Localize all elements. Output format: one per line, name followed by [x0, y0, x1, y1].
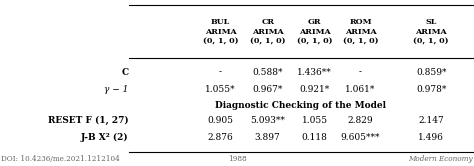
- Text: GR
ARIMA
(0, 1, 0): GR ARIMA (0, 1, 0): [297, 18, 332, 46]
- Text: 1.055: 1.055: [301, 116, 328, 125]
- Text: DOI: 10.4236/me.2021.1212104: DOI: 10.4236/me.2021.1212104: [1, 155, 120, 163]
- Text: CR
ARIMA
(0, 1, 0): CR ARIMA (0, 1, 0): [250, 18, 285, 46]
- Text: J-B X² (2): J-B X² (2): [81, 133, 128, 142]
- Text: RESET F (1, 27): RESET F (1, 27): [48, 116, 128, 125]
- Text: 0.588*: 0.588*: [252, 68, 283, 77]
- Text: 0.978*: 0.978*: [416, 85, 447, 94]
- Text: 1.496: 1.496: [418, 133, 444, 142]
- Text: 5.093**: 5.093**: [250, 116, 285, 125]
- Text: Modern Economy: Modern Economy: [408, 155, 473, 163]
- Text: 0.967*: 0.967*: [253, 85, 283, 94]
- Text: Diagnostic Checking of the Model: Diagnostic Checking of the Model: [215, 101, 386, 110]
- Text: BUL
ARIMA
(0, 1, 0): BUL ARIMA (0, 1, 0): [203, 18, 238, 46]
- Text: 0.118: 0.118: [302, 133, 328, 142]
- Text: 1988: 1988: [228, 155, 246, 163]
- Text: 1.061*: 1.061*: [345, 85, 376, 94]
- Text: 1.436**: 1.436**: [297, 68, 332, 77]
- Text: 0.921*: 0.921*: [300, 85, 330, 94]
- Text: 2.829: 2.829: [347, 116, 373, 125]
- Text: 2.147: 2.147: [418, 116, 444, 125]
- Text: 0.859*: 0.859*: [416, 68, 447, 77]
- Text: 2.876: 2.876: [208, 133, 233, 142]
- Text: SL
ARIMA
(0, 1, 0): SL ARIMA (0, 1, 0): [413, 18, 449, 46]
- Text: 3.897: 3.897: [255, 133, 281, 142]
- Text: γ − 1: γ − 1: [104, 85, 128, 94]
- Text: 9.605***: 9.605***: [341, 133, 380, 142]
- Text: -: -: [219, 68, 222, 77]
- Text: ROM
ARIMA
(0, 1, 0): ROM ARIMA (0, 1, 0): [343, 18, 378, 46]
- Text: 1.055*: 1.055*: [205, 85, 236, 94]
- Text: 0.905: 0.905: [208, 116, 234, 125]
- Text: C: C: [121, 68, 128, 77]
- Text: -: -: [359, 68, 362, 77]
